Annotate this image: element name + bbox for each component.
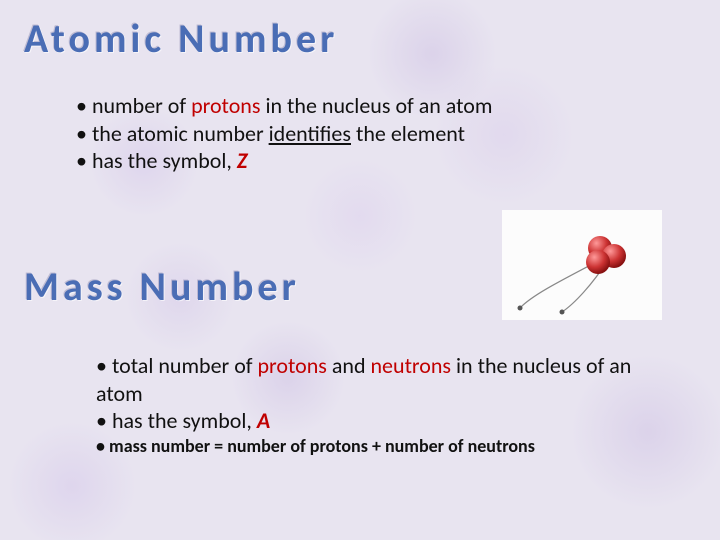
text: and	[327, 352, 371, 379]
bullet-m1: total number of protons and neutrons in …	[96, 352, 656, 407]
bullet-m2: has the symbol, A	[96, 407, 656, 435]
atom-diagram	[502, 210, 662, 320]
heading-mass-number: Mass Number	[24, 262, 300, 311]
heading-atomic-number: Atomic Number	[24, 14, 338, 63]
underline-identifies: identifies	[269, 120, 351, 147]
bullet-m3-formula: mass number = number of protons + number…	[96, 435, 656, 458]
text: has the symbol,	[112, 407, 257, 434]
highlight-neutrons: neutrons	[371, 352, 452, 379]
text: in the nucleus of an atom	[260, 92, 492, 119]
text: total number of	[112, 352, 258, 379]
text: mass number = number of protons + number…	[109, 435, 535, 457]
text: the element	[351, 120, 465, 147]
symbol-z: Z	[237, 147, 248, 174]
bullet-a2: the atomic number identifies the element	[76, 120, 636, 148]
bullet-a1: number of protons in the nucleus of an a…	[76, 92, 636, 120]
bullet-a3: has the symbol, Z	[76, 147, 636, 175]
symbol-a: A	[257, 407, 270, 434]
highlight-protons-2: protons	[257, 352, 326, 379]
bullets-mass-number: total number of protons and neutrons in …	[96, 352, 656, 457]
text: the atomic number	[92, 120, 269, 147]
text: has the symbol,	[92, 147, 237, 174]
text: number of	[92, 92, 191, 119]
highlight-protons: protons	[191, 92, 260, 119]
bullets-atomic-number: number of protons in the nucleus of an a…	[76, 92, 636, 175]
